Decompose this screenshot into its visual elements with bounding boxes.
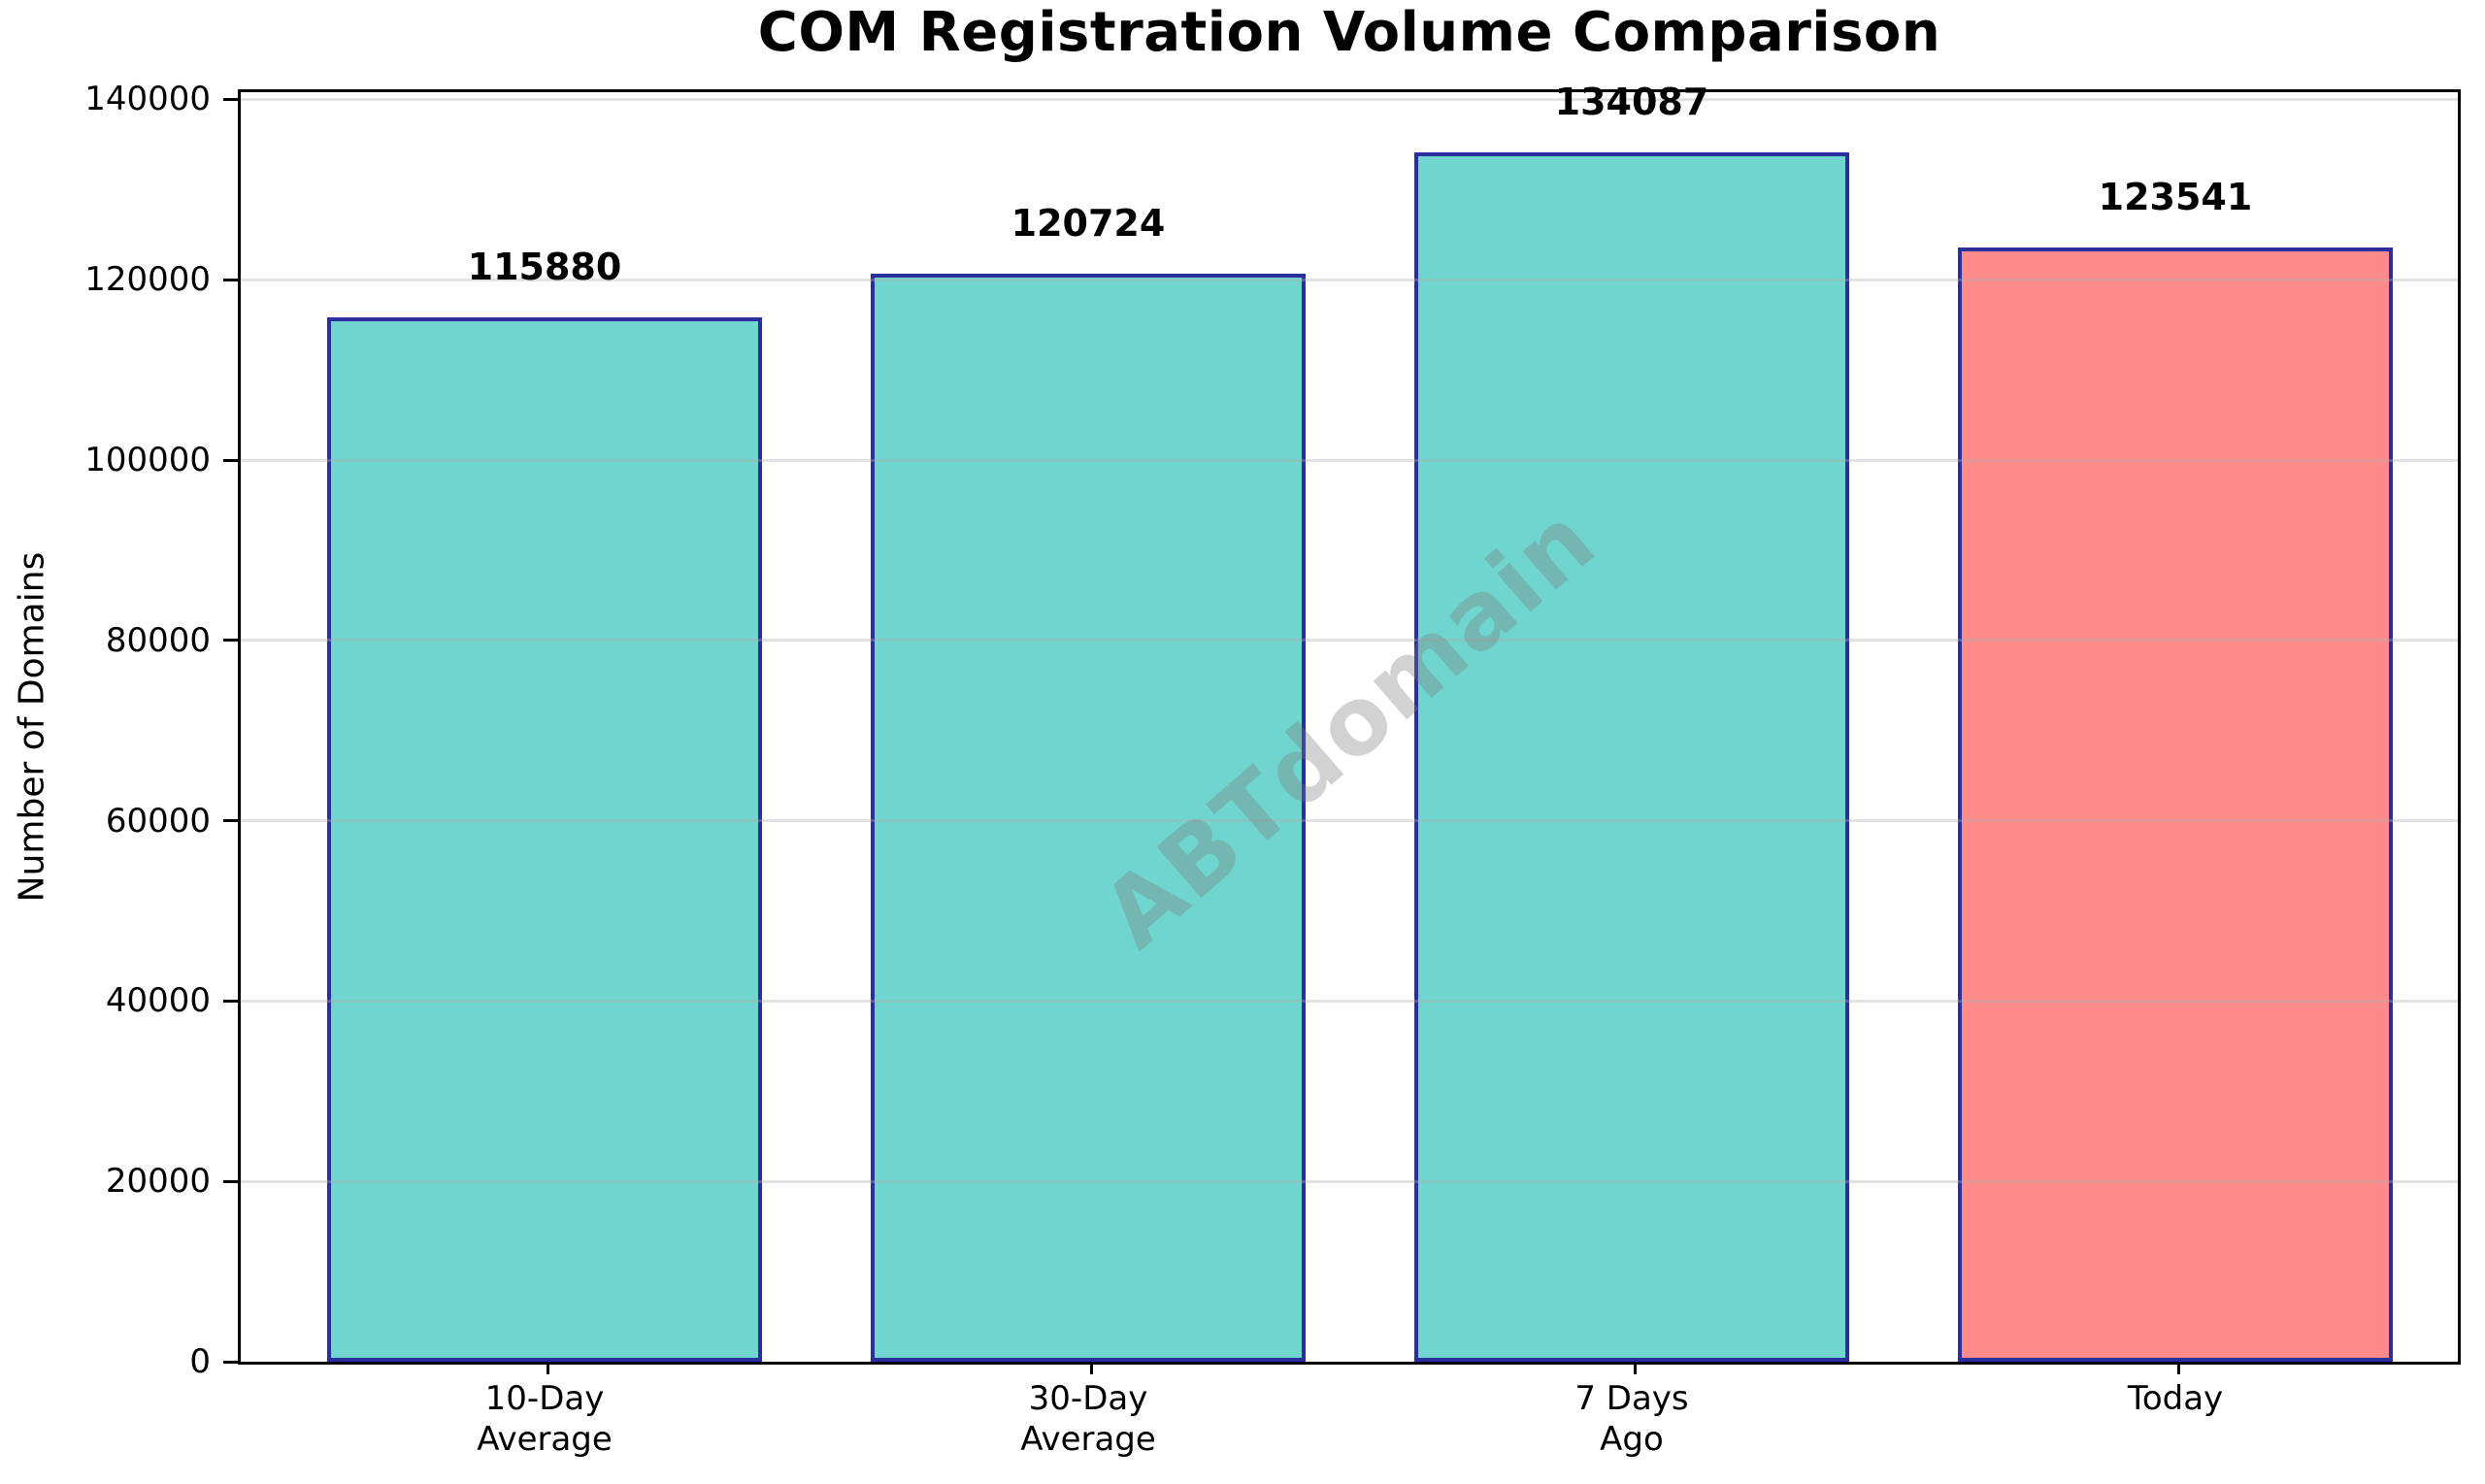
gridline (241, 819, 2458, 823)
x-axis-tick-labels: 10-Day Average 30-Day Average 7 Days Ago To… (241, 1378, 2458, 1475)
gridline (241, 458, 2458, 462)
gridline (241, 639, 2458, 643)
y-axis-tick-mark (223, 458, 238, 462)
y-tick-label: 0 (189, 1342, 211, 1381)
bar-value-label: 134087 (1554, 81, 1709, 124)
y-axis-tick-labels: 0 20000 40000 60000 80000 100000 120000 140000 (0, 82, 211, 1378)
y-axis-tick-mark (223, 639, 238, 643)
bar-1 (327, 316, 762, 1362)
gridline (241, 1179, 2458, 1183)
y-tick-label: 80000 (105, 620, 211, 660)
y-axis-tick-mark (223, 819, 238, 823)
y-tick-label: 40000 (105, 981, 211, 1021)
plot-area: ABTdomain 115880 120724 134087 123541 (223, 81, 2461, 1374)
y-tick-label: 120000 (84, 260, 211, 300)
y-axis-tick-mark (223, 97, 238, 101)
bar-value-label: 123541 (2098, 176, 2253, 219)
y-tick-label: 20000 (105, 1162, 211, 1202)
x-tick-label: Today (2127, 1379, 2224, 1418)
x-tick-label: 30-Day Average (1020, 1379, 1156, 1460)
x-tick-label: 10-Day Average (477, 1379, 613, 1460)
bar-value-label: 115880 (467, 245, 622, 288)
x-axis-tick-mark (1633, 1362, 1637, 1374)
y-tick-label: 100000 (84, 441, 211, 480)
x-tick-label: 7 Days Ago (1574, 1379, 1689, 1460)
x-axis-tick-mark (1089, 1362, 1093, 1374)
bar-2 (871, 273, 1306, 1362)
y-axis-tick-mark (223, 999, 238, 1003)
y-axis-tick-mark (223, 1179, 238, 1183)
y-axis-label: Number of Domains (12, 551, 52, 903)
y-axis-tick-mark (223, 278, 238, 281)
x-axis-tick-mark (2176, 1362, 2180, 1374)
y-axis-tick-mark (223, 1360, 238, 1364)
bar-value-label: 120724 (1011, 201, 1166, 245)
bar-4 (1958, 247, 2393, 1362)
x-axis-tick-mark (546, 1362, 549, 1374)
gridline (241, 97, 2458, 101)
y-tick-label: 140000 (84, 80, 211, 119)
chart-title: COM Registration Volume Comparison (757, 1, 1941, 64)
gridline (241, 999, 2458, 1003)
y-tick-label: 60000 (105, 801, 211, 841)
bar-3 (1414, 152, 1849, 1362)
gridline (241, 278, 2458, 281)
